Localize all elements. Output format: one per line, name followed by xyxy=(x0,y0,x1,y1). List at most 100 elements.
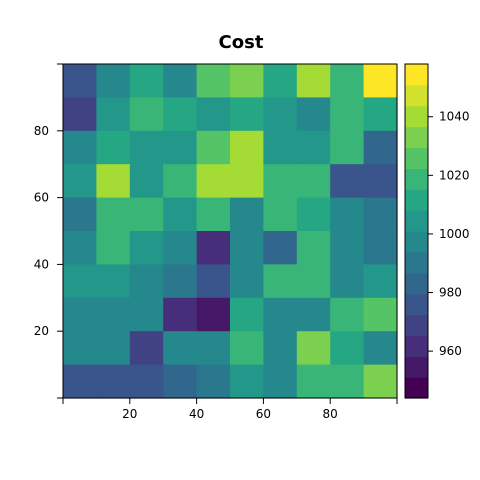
heatmap-cell xyxy=(96,197,131,232)
heatmap-cell xyxy=(296,164,331,199)
x-tick-label: 80 xyxy=(323,407,338,421)
heatmap-cell xyxy=(63,264,97,299)
heatmap-cell xyxy=(163,197,198,232)
colorbar-band xyxy=(405,377,428,399)
heatmap-cell xyxy=(296,64,331,98)
heatmap-cell xyxy=(63,197,97,232)
heatmap-cell xyxy=(330,197,365,232)
heatmap-cell xyxy=(296,264,331,299)
heatmap-cell xyxy=(296,331,331,366)
heatmap-cell xyxy=(296,297,331,332)
y-axis: 20 40 60 80 xyxy=(34,63,63,399)
heatmap-cell xyxy=(129,197,164,232)
heatmap-cell xyxy=(330,130,365,165)
heatmap-cell xyxy=(230,97,264,132)
heatmap-cell xyxy=(129,130,164,165)
heatmap-cell xyxy=(296,197,331,232)
colorbar-band xyxy=(405,251,428,274)
heatmap-cell xyxy=(330,364,365,399)
heatmap-cell xyxy=(163,97,198,132)
heatmap-cell xyxy=(96,231,131,265)
heatmap-cell xyxy=(330,231,365,265)
heatmap-cell xyxy=(363,197,398,232)
y-tick-label: 60 xyxy=(34,191,49,205)
heatmap-cell xyxy=(196,197,231,232)
heatmap-cell xyxy=(96,164,131,199)
colorbar-band xyxy=(405,105,428,128)
heatmap-cell xyxy=(163,297,198,332)
colorbar-tick-label: 1040 xyxy=(439,110,470,124)
heatmap-cell xyxy=(63,130,97,165)
plot-frame xyxy=(62,63,398,399)
colorbar-band xyxy=(405,272,428,295)
colorbar-band xyxy=(405,189,428,211)
colorbar xyxy=(405,64,428,399)
heatmap-cell xyxy=(196,264,231,299)
heatmap-cell xyxy=(230,231,264,265)
heatmap-cell xyxy=(296,231,331,265)
heatmap-cell xyxy=(129,264,164,299)
heatmap-cell xyxy=(230,164,264,199)
heatmap-cell xyxy=(196,97,231,132)
heatmap-cell xyxy=(263,264,298,299)
heatmap-cell xyxy=(129,64,164,98)
heatmap-cell xyxy=(363,130,398,165)
heatmap-cell xyxy=(363,164,398,199)
heatmap-cell xyxy=(330,97,365,132)
x-tick-label: 40 xyxy=(189,407,204,421)
colorbar-tick-label: 960 xyxy=(439,344,462,358)
y-tick-label: 20 xyxy=(34,324,49,338)
heatmap-cell xyxy=(63,231,97,265)
heatmap-cells xyxy=(63,64,398,399)
heatmap-cell xyxy=(296,130,331,165)
colorbar-band xyxy=(405,168,428,190)
heatmap-cell xyxy=(230,130,264,165)
y-tick-label: 40 xyxy=(34,257,49,271)
heatmap-cell xyxy=(96,297,131,332)
heatmap-cell xyxy=(363,231,398,265)
heatmap-cell xyxy=(296,97,331,132)
heatmap-cell xyxy=(96,331,131,366)
heatmap-cell xyxy=(230,197,264,232)
colorbar-frame xyxy=(404,63,429,399)
y-tick-label: 80 xyxy=(34,124,49,138)
heatmap-cell xyxy=(363,297,398,332)
heatmap-cell xyxy=(196,164,231,199)
heatmap-cell xyxy=(363,264,398,299)
heatmap-cell xyxy=(96,130,131,165)
heatmap-cell xyxy=(63,331,97,366)
colorbar-band xyxy=(405,64,428,86)
heatmap-cell xyxy=(363,64,398,98)
heatmap-cell xyxy=(263,164,298,199)
heatmap-cell xyxy=(330,297,365,332)
x-axis: 20 40 60 80 xyxy=(62,398,398,421)
heatmap-cell xyxy=(196,130,231,165)
colorbar-tick-label: 1000 xyxy=(439,227,470,241)
heatmap-cell xyxy=(196,231,231,265)
heatmap-cell xyxy=(230,264,264,299)
heatmap-cell xyxy=(63,164,97,199)
heatmap-cell xyxy=(363,331,398,366)
heatmap-cell xyxy=(263,364,298,399)
colorbar-band xyxy=(405,231,428,253)
heatmap-cell xyxy=(129,364,164,399)
heatmap-cell xyxy=(263,197,298,232)
heatmap-cell xyxy=(330,164,365,199)
heatmap-cell xyxy=(363,364,398,399)
heatmap-cell xyxy=(230,297,264,332)
heatmap-cell xyxy=(129,164,164,199)
heatmap-cell xyxy=(96,364,131,399)
x-tick-label: 60 xyxy=(256,407,271,421)
heatmap-cell xyxy=(230,64,264,98)
heatmap-cell xyxy=(230,331,264,366)
colorbar-band xyxy=(405,210,428,232)
heatmap-cell xyxy=(196,331,231,366)
heatmap-cell xyxy=(296,364,331,399)
colorbar-band xyxy=(405,356,428,378)
heatmap-cell xyxy=(263,331,298,366)
heatmap-cell xyxy=(363,97,398,132)
heatmap-cell xyxy=(163,231,198,265)
heatmap-cell xyxy=(263,97,298,132)
heatmap-cell xyxy=(263,64,298,98)
